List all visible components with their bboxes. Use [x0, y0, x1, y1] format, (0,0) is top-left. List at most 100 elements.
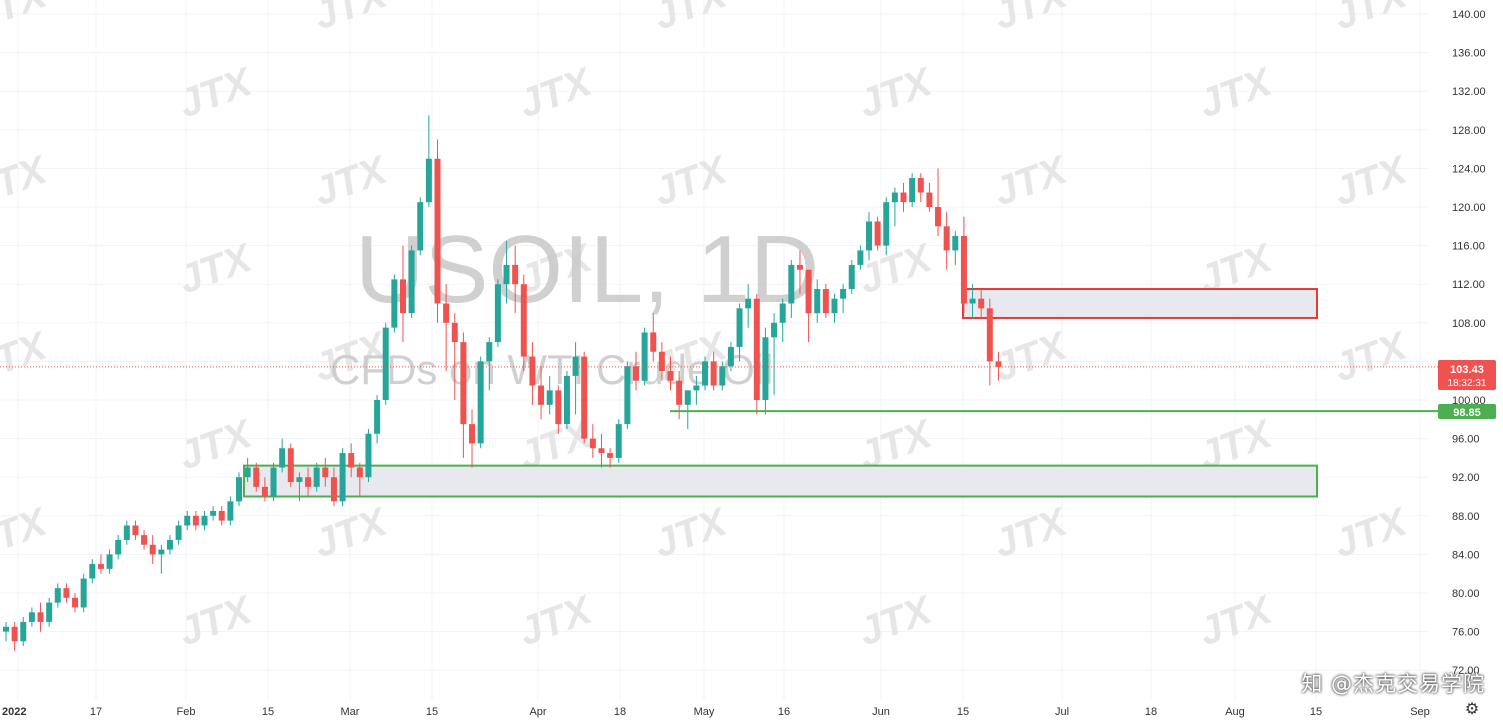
candle-up [20, 621, 27, 642]
price-tick: 140.00 [1452, 9, 1486, 21]
candle-up [762, 337, 769, 400]
jtx-watermark: JTX [648, 147, 734, 214]
candle-up [166, 539, 173, 550]
candle-up [719, 366, 726, 386]
price-tick: 128.00 [1452, 125, 1486, 137]
candle-up [693, 385, 700, 391]
candle-down [37, 612, 44, 622]
candle-down [753, 298, 760, 400]
candle-up [54, 588, 61, 603]
candle-down [261, 486, 268, 497]
candle-up [624, 366, 631, 425]
jtx-watermark: JTX [0, 0, 54, 38]
price-tick: 124.00 [1452, 163, 1486, 175]
candles [3, 115, 1002, 651]
jtx-watermark: JTX [1193, 587, 1279, 654]
candle-down [141, 535, 148, 545]
candle-up [909, 178, 916, 203]
candle-down [11, 626, 18, 642]
candle-down [399, 279, 406, 314]
candle-up [279, 448, 286, 468]
candle-down [356, 467, 363, 478]
time-tick: 18 [614, 706, 626, 718]
jtx-watermark: JTX [0, 499, 54, 566]
candle-down [218, 510, 225, 521]
jtx-watermark: JTX [648, 499, 734, 566]
jtx-watermark: JTX [0, 147, 54, 214]
time-tick: Sep [1410, 706, 1430, 718]
price-axis[interactable]: 140.00 136.00 132.00 128.00 124.00 120.00 116.… [1452, 9, 1486, 677]
time-tick: Jun [872, 706, 890, 718]
candle-up [503, 264, 510, 285]
candle-down [805, 269, 812, 314]
candle-up [572, 356, 579, 376]
jtx-watermark: JTX [308, 147, 394, 214]
candle-up [883, 202, 890, 246]
candle-up [123, 525, 130, 540]
candle-down [607, 453, 614, 458]
gear-icon[interactable]: ⚙ [1464, 701, 1480, 718]
candle-up [814, 289, 821, 314]
price-tick: 76.00 [1452, 627, 1480, 639]
price-tags: 103.43 18:32:31 98.85 [1438, 360, 1496, 419]
candle-up [89, 564, 96, 579]
candle-down [581, 356, 588, 439]
candle-up [546, 390, 553, 405]
candle-down [287, 448, 294, 483]
candle-down [434, 158, 441, 304]
resistance-zone[interactable] [962, 288, 1318, 319]
candle-up [417, 202, 424, 251]
countdown-label: 18:32:31 [1448, 378, 1487, 389]
candle-down [926, 192, 933, 207]
candle-up [227, 501, 234, 521]
jtx-watermark: JTX [0, 323, 54, 390]
candle-up [210, 510, 217, 516]
candle-up [866, 221, 872, 251]
candle-down [986, 308, 993, 362]
candle-up [425, 158, 432, 203]
support-zone[interactable] [243, 464, 1318, 498]
candle-up [702, 361, 709, 386]
candle-down [589, 438, 596, 449]
candle-down [451, 322, 458, 343]
candle-up [486, 342, 493, 362]
candle-down [935, 207, 942, 227]
candle-up [339, 453, 346, 502]
horizontal-lines[interactable] [0, 366, 1438, 413]
candle-up [382, 327, 389, 400]
time-tick: 16 [778, 706, 790, 718]
candle-up [201, 515, 208, 526]
candle-up [891, 192, 898, 203]
candle-down [995, 361, 1002, 367]
author-credit: 知 @杰克交易学院 [1301, 672, 1485, 696]
candle-down [469, 424, 476, 444]
jtx-watermark: JTX [1193, 59, 1279, 126]
jtx-watermark: JTX [1328, 0, 1414, 38]
zones[interactable] [243, 288, 1318, 498]
jtx-watermark: JTX [648, 0, 734, 38]
candle-down [900, 192, 907, 203]
candle-down [460, 342, 467, 425]
candle-up [106, 554, 113, 569]
jtx-watermark: JTX [308, 499, 394, 566]
price-tick: 84.00 [1452, 549, 1480, 561]
jtx-watermark: JTX [988, 147, 1074, 214]
support-price-tag [1438, 404, 1496, 419]
candle-up [615, 424, 622, 458]
candle-up [115, 539, 122, 555]
candle-up [848, 264, 855, 290]
candle-down [512, 264, 519, 285]
support-price-label: 98.85 [1453, 407, 1481, 419]
candle-down [555, 390, 562, 425]
candle-up [969, 298, 976, 304]
time-tick: 15 [957, 706, 969, 718]
candle-up [788, 264, 795, 304]
candle-down [943, 226, 950, 251]
time-axis[interactable]: 2022 17 Feb 15 Mar 15 Apr 18 May 16 Jun 15 Jul 18 Aug 1… [2, 706, 1430, 718]
candle-down [538, 385, 545, 405]
candle-up [184, 515, 191, 526]
candle-down [917, 178, 924, 193]
candle-up [745, 298, 752, 309]
